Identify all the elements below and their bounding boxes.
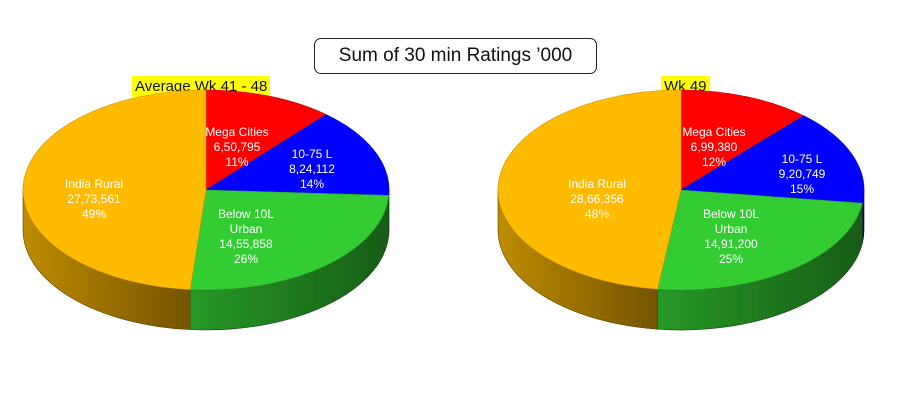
pie-1-label-line: 11% [225,155,248,169]
pie-2-slice-india-rural [497,89,682,290]
pie-1-slice-below-10l-urban [189,189,390,291]
pie-1-slice-mega-cities [205,89,327,191]
pie-1-label-line: India Rural [65,177,123,191]
pie-2-label-line: Below 10L [703,207,759,221]
pie-1-label-line: Urban [230,222,263,236]
pie-2-label-line: 15% [790,182,814,196]
pie-2-label-line: 25% [719,252,743,266]
pie-1-label-line: Mega Cities [205,125,268,139]
pie-2-label-line: 6,99,380 [691,140,738,154]
chart-title: Sum of 30 min Ratings ’000 [314,38,597,74]
pie-2-label-line: India Rural [568,177,626,191]
pie-1-subtitle: Average Wk 41 - 48 [132,76,271,97]
pie-1-label-line: 26% [234,252,258,266]
pie-1-label-line: Below 10L [218,207,274,221]
pie-1-label-line: 8,24,112 [289,162,335,176]
pie-2-slice-10-75-l [680,115,865,204]
pie-1-label-line: 10-75 L [292,147,333,161]
pie-2-label-line: 10-75 L [782,152,823,166]
pie-1-label-line: 27,73,561 [67,192,121,206]
pie-2-slice-below-10l-urban [657,189,863,291]
pie-2-label-line: Urban [715,222,748,236]
pie-1-slice-india-rural [22,89,207,290]
pie-2-label-line: 12% [702,155,726,169]
pie-1-label-line: 14% [300,177,324,191]
pie-1-label-line: 6,50,795 [214,140,261,154]
pie-2-label-line: 28,66,356 [570,192,624,206]
pie-2-label-line: 9,20,749 [779,167,826,181]
pie-2-label-line: 48% [585,207,609,221]
pie-2-slice-mega-cities [680,89,805,191]
pie-1-slice-10-75-l [205,114,390,196]
pie-2-label-line: Mega Cities [682,125,745,139]
pie-1-label-line: 14,55,858 [219,237,273,251]
pie-1-label-line: 49% [82,207,106,221]
pie-2-label-line: 14,91,200 [704,237,758,251]
